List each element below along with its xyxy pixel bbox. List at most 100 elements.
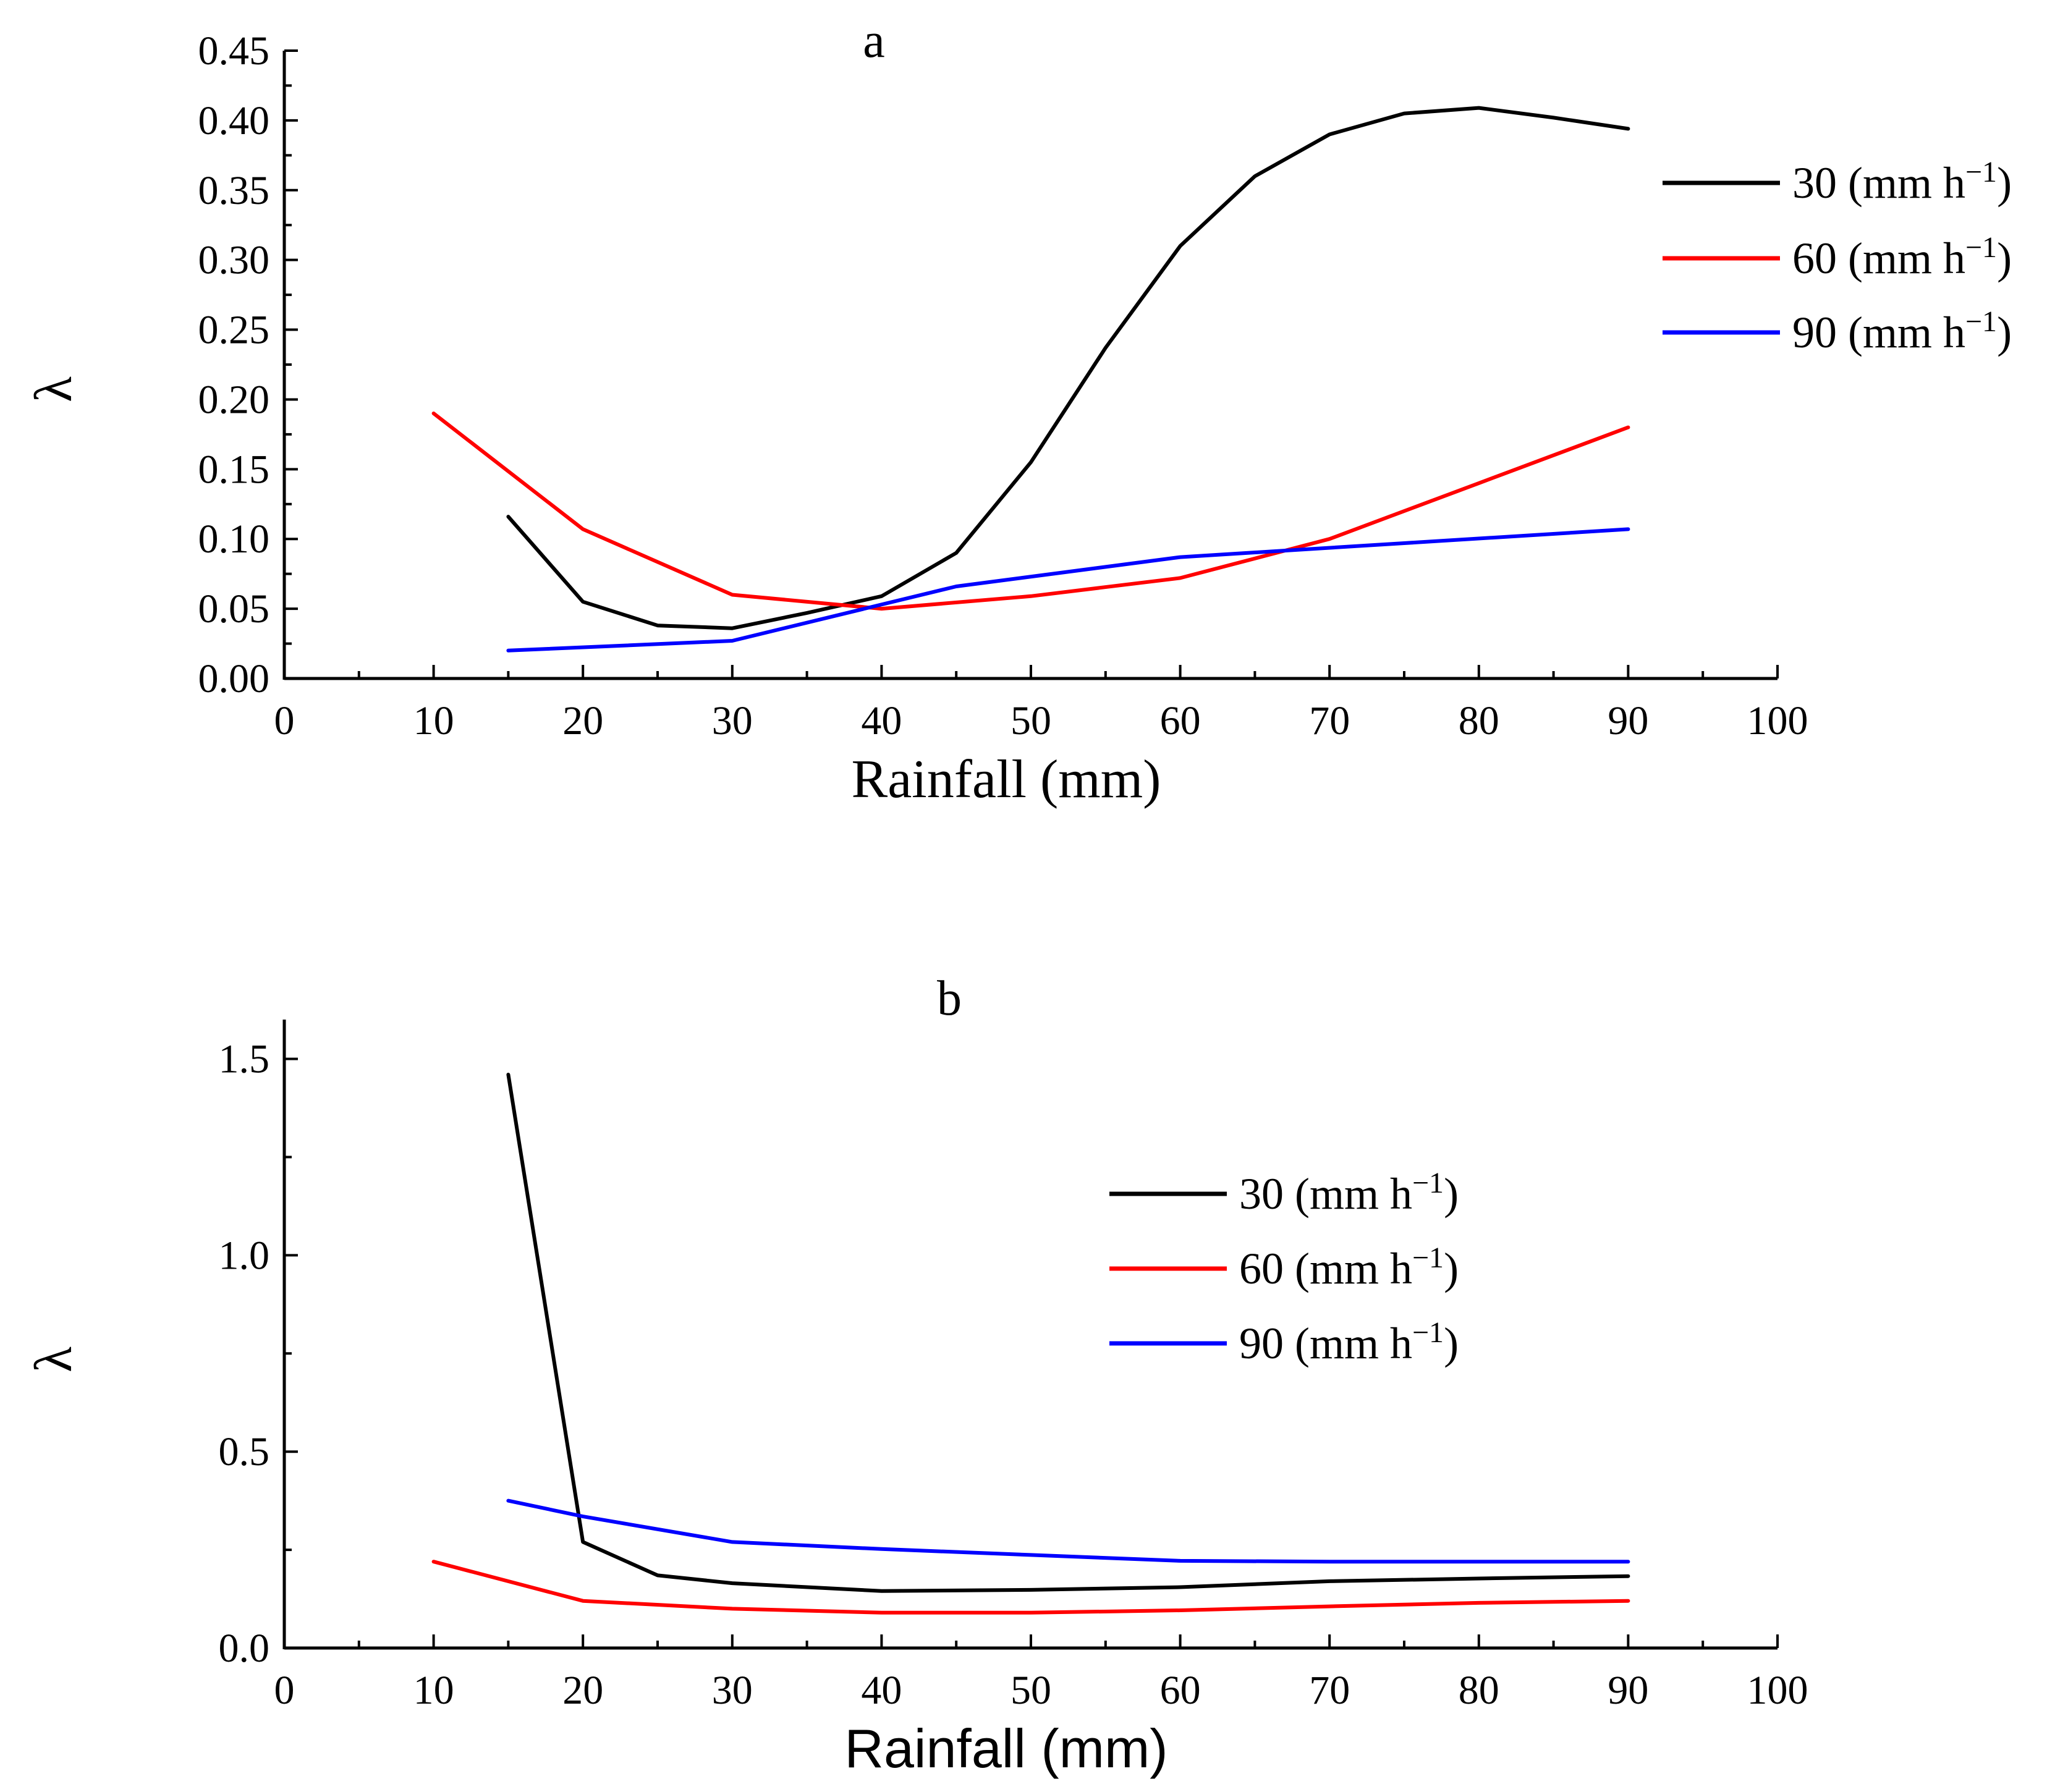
panel-b-series-30-point	[879, 1589, 883, 1593]
panel-b-series-60-point	[879, 1611, 883, 1615]
panel-b-x-tick-label: 90	[1608, 1668, 1648, 1713]
panel-b-series-60-point	[1029, 1611, 1033, 1615]
panel-a-series-90-point	[506, 649, 510, 653]
panel-a-y-tick-label: 0.30	[198, 238, 270, 283]
panel-a-series-60-point	[731, 593, 734, 597]
panel-b-series-30-point	[731, 1581, 734, 1585]
panel-a-x-tick-label: 60	[1160, 698, 1201, 743]
panel-b-series-90-line	[506, 1498, 1630, 1564]
panel-a-y-tick-label: 0.10	[198, 517, 270, 562]
panel-a-series-60-point	[879, 607, 883, 611]
panel-a-x-tick-label: 30	[712, 698, 753, 743]
panel-b-series-60-point	[432, 1560, 436, 1563]
panel-b-x-tick-label: 80	[1459, 1668, 1499, 1713]
panel-b-x-tick-label: 60	[1160, 1668, 1201, 1713]
chart-panel-b: 0 10 20 30 40 50 60 70 80 90 100 0.0 0.5 1.0 1.5 b Rainf…	[23, 971, 1808, 1779]
panel-a-series-60-point	[581, 527, 585, 531]
panel-a-x-tick-label: 80	[1459, 698, 1499, 743]
panel-a-series-90-point	[731, 639, 734, 643]
panel-a-series-60-point	[432, 412, 436, 415]
panel-a-series-60-point	[1029, 594, 1033, 598]
panel-a-y-axis-label: λ	[23, 376, 83, 402]
panel-b-y-tick-label: 0.5	[219, 1429, 270, 1474]
panel-a-x-tick-label: 70	[1309, 698, 1350, 743]
panel-a-x-tick-label: 20	[562, 698, 603, 743]
panel-a-x-tick-label: 40	[861, 698, 902, 743]
panel-b-x-tick-label: 40	[861, 1668, 902, 1713]
panel-a-series-30-point	[805, 611, 809, 615]
panel-b-x-tick-label: 20	[562, 1668, 603, 1713]
panel-a-series-90-point	[1402, 541, 1406, 545]
panel-a-series-30-point	[581, 600, 585, 604]
panel-b-series-30-point	[1477, 1576, 1481, 1580]
panel-a-series-30-point	[1179, 244, 1182, 248]
panel-b-x-tick-label: 70	[1309, 1668, 1350, 1713]
panel-a-y-tick-label: 0.45	[198, 28, 270, 74]
panel-a-x-tick-label: 50	[1011, 698, 1051, 743]
panel-b-series-60-point	[1626, 1599, 1630, 1603]
panel-b-series-30-point	[506, 1073, 510, 1076]
panel-b-x-tick-label: 0	[274, 1668, 295, 1713]
panel-a-y-tick-label: 0.15	[198, 447, 270, 492]
panel-b-series-30-point	[656, 1573, 659, 1577]
panel-b-series-60-point	[581, 1599, 585, 1603]
panel-a-series-30-point	[1029, 460, 1033, 464]
panel-a-x-tick-label: 100	[1747, 698, 1808, 743]
panel-b-y-tick-label: 1.5	[219, 1037, 270, 1082]
panel-b-series-90-point	[1029, 1553, 1033, 1557]
panel-a-series-30-point	[1328, 132, 1331, 136]
panel-a-series-30-point	[1402, 112, 1406, 116]
panel-a-legend-label-90: 90 (mm h−1)	[1792, 305, 2012, 358]
panel-b-series-60-point	[1179, 1608, 1182, 1612]
panel-b-legend-label-60: 60 (mm h−1)	[1239, 1241, 1459, 1294]
panel-a-x-tick-label: 90	[1608, 698, 1648, 743]
panel-a-y-tick-label: 0.25	[198, 308, 270, 353]
panel-b-y-tick-label: 0.0	[219, 1626, 270, 1671]
panel-a-title: a	[863, 14, 885, 68]
panel-b-series-90-point	[1179, 1559, 1182, 1563]
panel-b-series-30-line	[506, 1073, 1630, 1593]
panel-a-series-30-point	[1253, 174, 1256, 178]
panel-a-series-30-point	[1104, 346, 1108, 350]
panel-b-series-90-point	[1477, 1560, 1481, 1563]
panel-a-series-90-point	[1626, 527, 1630, 531]
panel-b-y-tick-label: 1.0	[219, 1233, 270, 1278]
panel-b-series-30-point	[1179, 1585, 1182, 1589]
chart-panel-a: 0 10 20 30 40 50 60 70 80 90 100 0.00 0.05 0.10 0.15 0.…	[23, 14, 2012, 809]
panel-b-x-tick-label: 50	[1011, 1668, 1051, 1713]
panel-a-series-60-point	[1626, 426, 1630, 429]
panel-a-legend-label-60: 60 (mm h−1)	[1792, 231, 2012, 284]
panel-b-series-30-point	[581, 1540, 585, 1544]
panel-a-series-30-point	[1552, 116, 1556, 119]
panel-a-series-30-line	[506, 106, 1630, 630]
panel-a-y-tick-label: 0.00	[198, 656, 270, 701]
panel-a-series-30-point	[1477, 106, 1481, 110]
panel-a-legend-label-30: 30 (mm h−1)	[1792, 156, 2012, 208]
panel-a-series-30-point	[731, 627, 734, 630]
panel-b-legend-label-30: 30 (mm h−1)	[1239, 1167, 1459, 1219]
panel-a-x-axis-label: Rainfall (mm)	[852, 750, 1161, 809]
panel-a-series-60-point	[1179, 576, 1182, 580]
panel-b-title: b	[937, 971, 962, 1026]
panel-b-x-axis-label: Rainfall (mm)	[844, 1718, 1167, 1779]
panel-b-series-90-point	[581, 1515, 585, 1518]
panel-b-series-90-point	[879, 1547, 883, 1551]
panel-b-series-30-point	[1029, 1588, 1033, 1592]
panel-a-series-60-point	[1328, 537, 1331, 541]
panel-a-series-90-point	[954, 585, 958, 588]
panel-b-series-60-point	[731, 1607, 734, 1610]
panel-a-x-tick-label: 10	[413, 698, 454, 743]
panel-a-series-60-line	[431, 412, 1630, 611]
panel-a-series-30-point	[879, 594, 883, 598]
panel-a-y-tick-label: 0.05	[198, 586, 270, 632]
panel-b-x-tick-label: 10	[413, 1668, 454, 1713]
panel-b-series-60-line	[431, 1560, 1630, 1615]
panel-a-series-90-point	[1179, 556, 1182, 559]
panel-b-series-90-point	[731, 1540, 734, 1544]
panel-a-series-90-line	[506, 527, 1630, 653]
panel-a-series-30-point	[506, 515, 510, 518]
panel-a-series-30-point	[954, 551, 958, 555]
panel-a-series-60-point	[1477, 481, 1481, 485]
panel-b-series-30-point	[1328, 1579, 1331, 1583]
